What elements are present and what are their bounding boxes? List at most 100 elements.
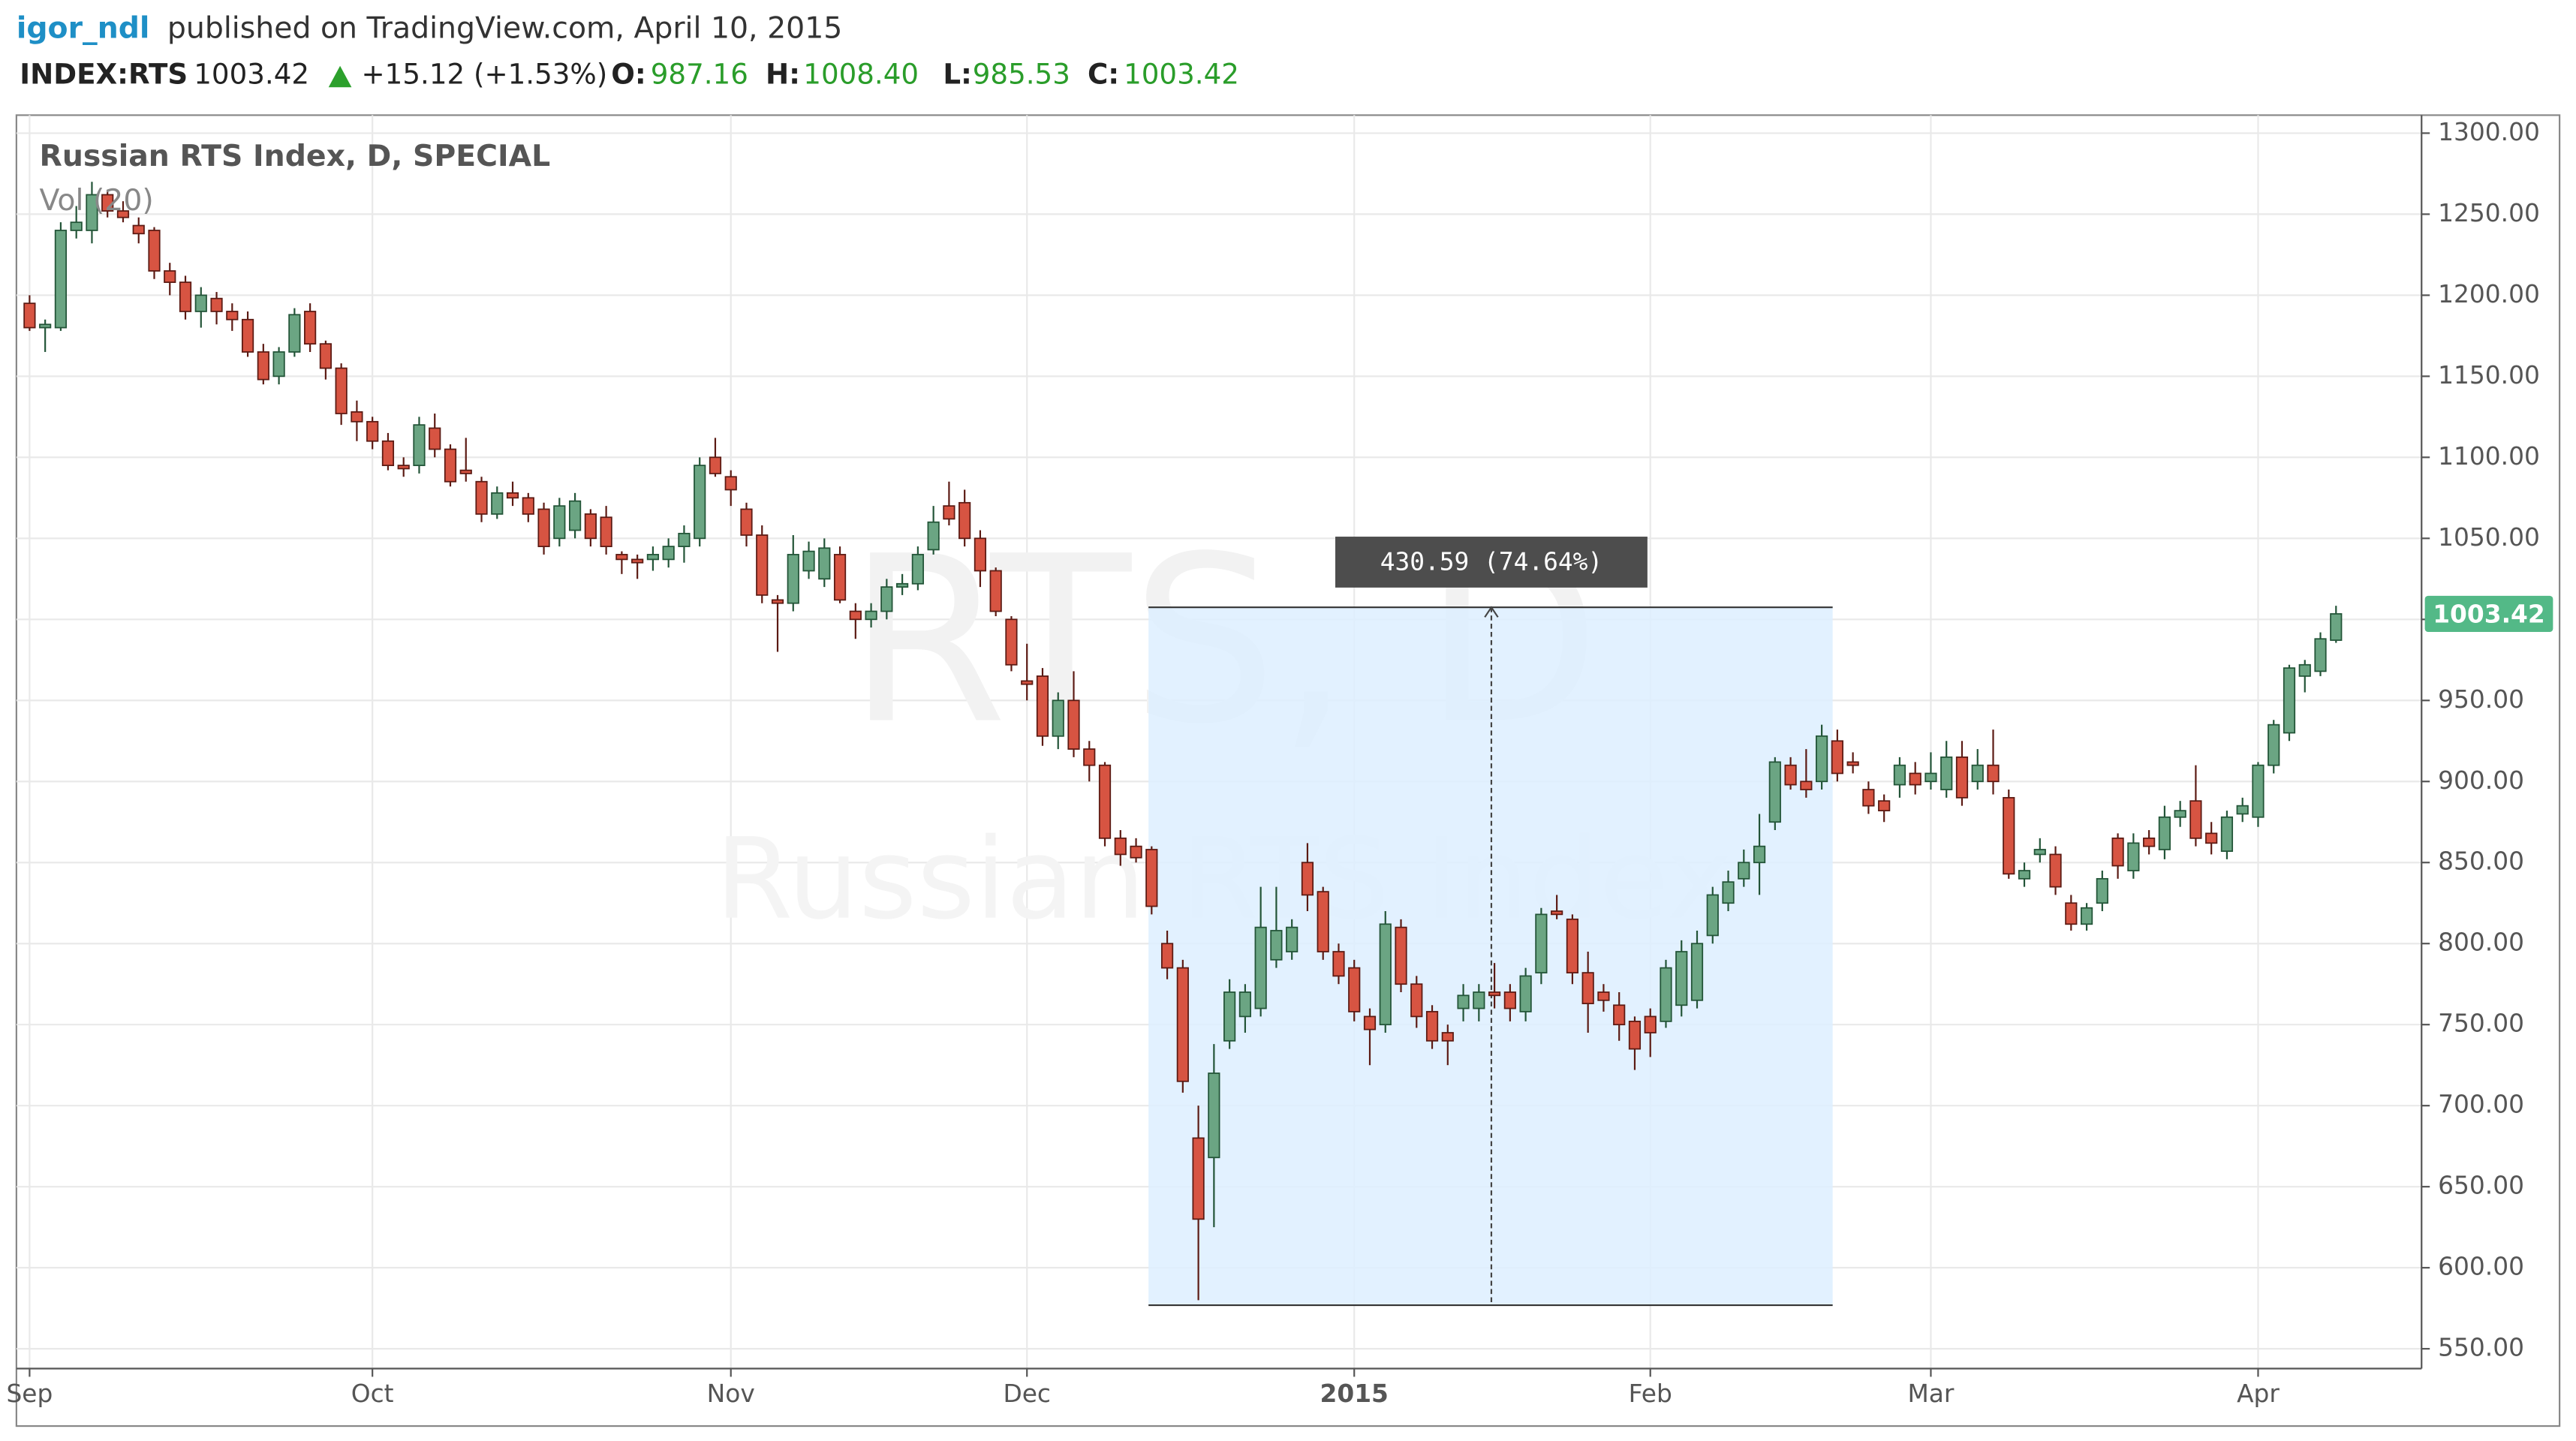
y-tick-label: 750.00 [2438, 1009, 2524, 1038]
candle-body [1862, 789, 1875, 807]
candle-body [2018, 870, 2031, 880]
candle-body [2096, 877, 2108, 904]
y-tick-label: 800.00 [2438, 928, 2524, 957]
x-tick-label: Nov [707, 1379, 755, 1408]
candle-body [1831, 740, 1843, 775]
candle-body [1208, 1072, 1220, 1159]
l-label: L: [943, 57, 972, 90]
candle-body [1005, 618, 1018, 666]
candle-body [631, 558, 644, 564]
candle-body [1800, 781, 1813, 790]
o-value: 987.16 [651, 57, 748, 90]
candle-body [537, 508, 550, 547]
candle-body [2220, 816, 2234, 852]
candle-body [241, 318, 254, 353]
candle-body [1519, 975, 1532, 1012]
candle-body [1114, 837, 1127, 856]
candle-body [943, 505, 955, 520]
candle-body [615, 554, 628, 561]
candle-body [1597, 991, 1610, 1001]
candle-body [2127, 842, 2140, 871]
candle-body [148, 230, 161, 272]
candle-body [2143, 837, 2156, 847]
candle-body [1441, 1032, 1454, 1042]
candle-body [1270, 930, 1283, 961]
candle-body [662, 546, 675, 561]
last-price-label: 1003.42 [2433, 600, 2545, 629]
candle-body [911, 554, 924, 585]
candle-body [1644, 1015, 1657, 1033]
candle-body [600, 516, 612, 547]
axes: 550.00 600.00 650.00 700.00 750.00 800.00 850.… [6, 115, 2553, 1408]
candle-body [2158, 816, 2171, 850]
y-tick-label: 1050.00 [2438, 523, 2540, 552]
c-value: 1003.42 [1124, 57, 1239, 90]
candle-body [1660, 967, 1672, 1022]
candle-body [1130, 845, 1142, 859]
candle-body [2236, 805, 2249, 815]
chart-title: Russian RTS Index, D, SPECIAL [40, 139, 551, 173]
candle-body [1176, 967, 1189, 1082]
y-tick-label: 650.00 [2438, 1172, 2524, 1200]
candle-body [1893, 764, 1906, 786]
y-tick-label: 1250.00 [2438, 199, 2540, 227]
measure-arrow-head [1484, 606, 1499, 618]
y-tick-label: 950.00 [2438, 685, 2524, 714]
candle-body [1067, 699, 1080, 750]
author[interactable]: igor_ndl [17, 11, 150, 45]
candle-body [1145, 849, 1158, 907]
candle-body [257, 351, 269, 381]
candle-body [210, 297, 223, 312]
quote-line: INDEX:RTS 1003.42 +15.12 (+1.53%) O: 987… [20, 57, 1239, 90]
candle-body [23, 302, 36, 329]
indicator-label: Vol (20) [40, 183, 154, 218]
candle-body [116, 210, 130, 218]
x-tick-label: Dec [1003, 1379, 1051, 1408]
candle-body [506, 492, 519, 499]
candle-body [2268, 724, 2280, 766]
candle-body [491, 492, 504, 515]
candle-body [1098, 764, 1112, 839]
candle-body [459, 469, 472, 474]
candle-body [678, 532, 691, 547]
candle-body [2205, 832, 2218, 844]
y-tick-label: 600.00 [2438, 1253, 2524, 1281]
candle-body [896, 582, 909, 588]
candle-body [2065, 902, 2078, 925]
candle-body [39, 323, 52, 329]
candle-body [2314, 638, 2327, 672]
candle-body [1395, 926, 1407, 985]
candle-body [771, 599, 784, 604]
candle-body [335, 367, 348, 414]
candle-body [1223, 991, 1236, 1042]
candle-body [724, 476, 737, 491]
x-tick-label: Apr [2237, 1379, 2280, 1408]
candle-body [1690, 943, 1704, 1001]
measure-label: 430.59 (74.64%) [1380, 548, 1602, 576]
candle-body [1566, 918, 1579, 973]
candle-body [1909, 772, 1921, 786]
candle-body [865, 610, 877, 621]
candle-body [1503, 991, 1516, 1009]
candle-body [1473, 991, 1485, 1009]
candle-body [1254, 926, 1267, 1009]
candle-body [958, 501, 971, 540]
candle-body [351, 411, 363, 423]
c-label: C: [1088, 57, 1119, 90]
candle-body [1628, 1021, 1642, 1050]
x-tick-label: Oct [351, 1379, 394, 1408]
candle-body [2080, 907, 2093, 925]
candle-body [2252, 764, 2265, 818]
candle-body [1192, 1137, 1205, 1220]
candle-body [1457, 994, 1470, 1009]
candle-body [849, 610, 862, 621]
h-value: 1008.40 [803, 57, 919, 90]
candle-body [646, 554, 660, 561]
candle-body [1924, 772, 1937, 783]
candle-body [1878, 800, 1891, 812]
candle-body [1987, 764, 2000, 783]
candle-body [1738, 862, 1750, 880]
candle-body [1425, 1011, 1439, 1042]
candle-body [1332, 951, 1345, 977]
candle-body [2003, 796, 2015, 875]
